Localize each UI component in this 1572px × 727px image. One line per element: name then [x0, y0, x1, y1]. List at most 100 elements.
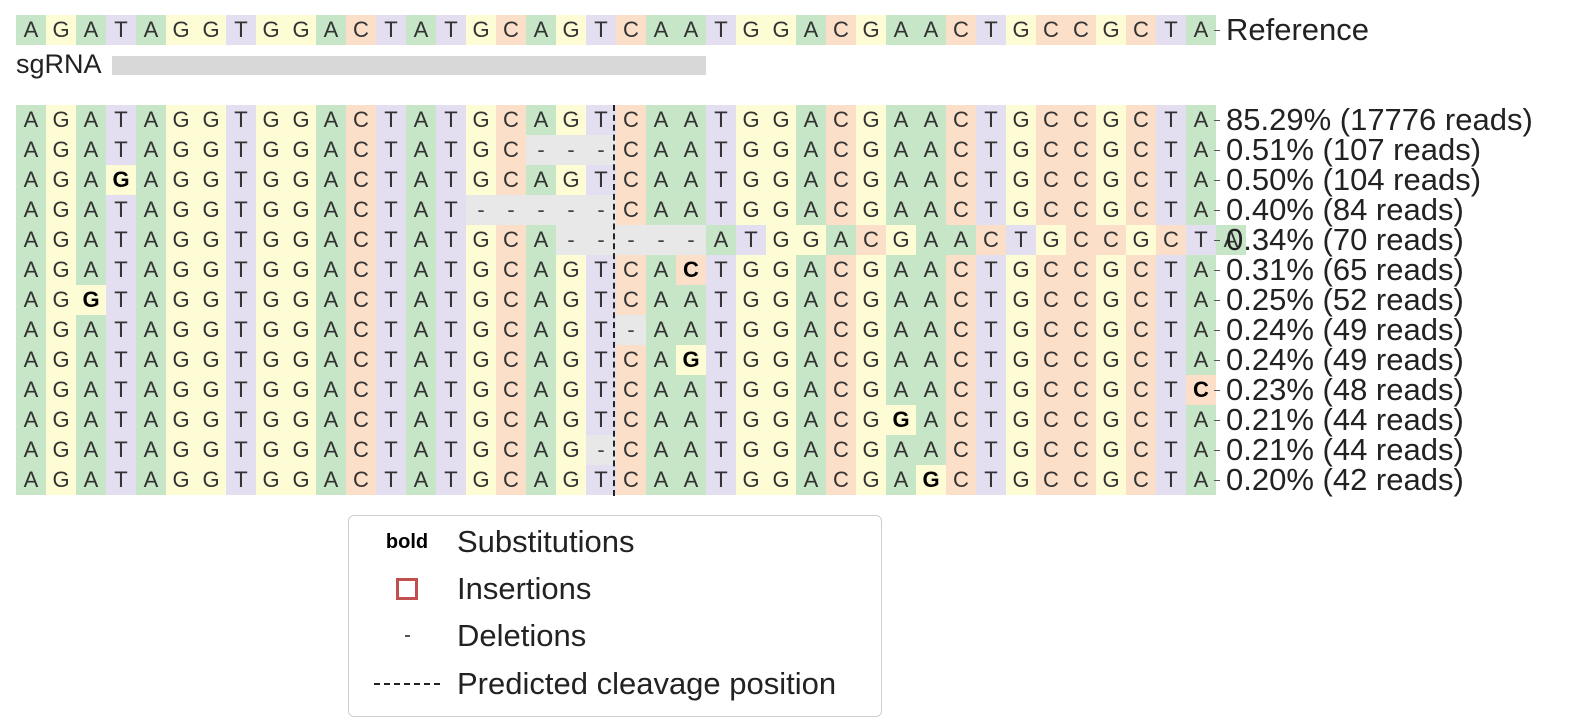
- base-cell: G: [166, 405, 196, 435]
- base-cell: A: [1186, 105, 1216, 135]
- base-cell: G: [856, 465, 886, 495]
- base-cell: T: [226, 345, 256, 375]
- base-cell: A: [16, 345, 46, 375]
- base-cell: G: [556, 255, 586, 285]
- base-cell: G: [556, 105, 586, 135]
- base-cell: A: [526, 465, 556, 495]
- base-cell: G: [256, 285, 286, 315]
- base-cell: A: [646, 435, 676, 465]
- base-cell: T: [436, 435, 466, 465]
- base-cell: C: [976, 225, 1006, 255]
- base-cell: G: [46, 435, 76, 465]
- base-cell: T: [706, 135, 736, 165]
- base-cell: A: [646, 255, 676, 285]
- base-cell: A: [886, 135, 916, 165]
- base-cell: C: [946, 195, 976, 225]
- base-cell: A: [1186, 345, 1216, 375]
- base-cell: C: [346, 135, 376, 165]
- base-cell: C: [1126, 135, 1156, 165]
- base-cell: A: [646, 195, 676, 225]
- base-cell: A: [76, 465, 106, 495]
- base-cell: C: [1126, 15, 1156, 45]
- base-cell: C: [616, 285, 646, 315]
- base-cell: G: [916, 465, 946, 495]
- allele-frequency-label: 0.21% (44 reads): [1226, 402, 1464, 437]
- base-cell: G: [856, 105, 886, 135]
- base-cell: G: [736, 255, 766, 285]
- base-cell: A: [406, 405, 436, 435]
- base-cell: G: [466, 435, 496, 465]
- allele-frequency-label: 0.21% (44 reads): [1226, 432, 1464, 467]
- base-cell: G: [286, 465, 316, 495]
- base-cell: A: [526, 375, 556, 405]
- base-cell: C: [496, 105, 526, 135]
- base-cell: G: [166, 15, 196, 45]
- base-cell: A: [646, 105, 676, 135]
- base-cell: C: [1066, 345, 1096, 375]
- allele-frequency-label: 0.24% (49 reads): [1226, 312, 1464, 347]
- base-cell: G: [766, 195, 796, 225]
- base-cell: A: [406, 195, 436, 225]
- legend-bold-symbol: bold: [385, 530, 429, 553]
- base-cell: T: [106, 375, 136, 405]
- base-cell: A: [646, 15, 676, 45]
- base-cell: T: [706, 315, 736, 345]
- base-cell: G: [1006, 105, 1036, 135]
- base-cell: A: [406, 375, 436, 405]
- base-cell: G: [1006, 405, 1036, 435]
- deletion-cell: -: [526, 195, 556, 225]
- base-cell: G: [166, 465, 196, 495]
- base-cell: G: [556, 465, 586, 495]
- base-cell: G: [1096, 285, 1126, 315]
- base-cell: G: [256, 105, 286, 135]
- base-cell: C: [616, 195, 646, 225]
- base-cell: C: [1126, 465, 1156, 495]
- base-cell: T: [436, 135, 466, 165]
- row-tick: [1214, 210, 1220, 211]
- base-cell: T: [976, 105, 1006, 135]
- base-cell: A: [646, 465, 676, 495]
- base-cell: T: [226, 255, 256, 285]
- base-cell: G: [766, 435, 796, 465]
- base-cell: G: [556, 285, 586, 315]
- base-cell: C: [616, 465, 646, 495]
- base-cell: C: [616, 135, 646, 165]
- base-cell: A: [796, 465, 826, 495]
- base-cell: A: [16, 405, 46, 435]
- base-cell: G: [196, 195, 226, 225]
- base-cell: C: [1126, 195, 1156, 225]
- base-cell: T: [226, 465, 256, 495]
- base-cell: G: [736, 165, 766, 195]
- base-cell: A: [16, 315, 46, 345]
- base-cell: A: [1186, 285, 1216, 315]
- row-tick: [1214, 270, 1220, 271]
- base-cell: G: [1006, 345, 1036, 375]
- base-cell: T: [376, 345, 406, 375]
- base-cell: T: [706, 285, 736, 315]
- base-cell: T: [376, 315, 406, 345]
- base-cell: G: [766, 375, 796, 405]
- base-cell: C: [346, 435, 376, 465]
- base-cell: A: [76, 225, 106, 255]
- base-cell: G: [766, 285, 796, 315]
- base-cell: G: [1006, 255, 1036, 285]
- base-cell: C: [1066, 105, 1096, 135]
- row-tick: [1214, 330, 1220, 331]
- base-cell: G: [196, 135, 226, 165]
- base-cell: A: [316, 435, 346, 465]
- base-cell: G: [256, 345, 286, 375]
- base-cell: T: [226, 315, 256, 345]
- base-cell: T: [706, 165, 736, 195]
- base-cell: A: [886, 465, 916, 495]
- base-cell: G: [736, 465, 766, 495]
- base-cell: C: [826, 465, 856, 495]
- base-cell: T: [706, 195, 736, 225]
- base-cell: A: [136, 465, 166, 495]
- base-cell: C: [496, 435, 526, 465]
- base-cell: C: [346, 105, 376, 135]
- base-cell: G: [46, 15, 76, 45]
- base-cell: T: [1156, 345, 1186, 375]
- base-cell: C: [1126, 105, 1156, 135]
- deletion-cell: -: [556, 195, 586, 225]
- base-cell: T: [376, 195, 406, 225]
